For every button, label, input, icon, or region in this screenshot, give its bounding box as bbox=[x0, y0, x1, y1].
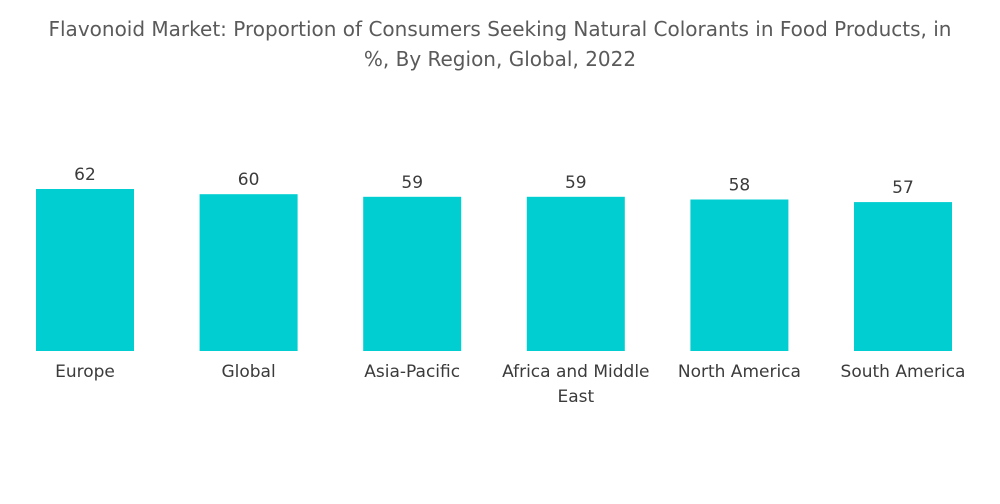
data-label-4: 58 bbox=[729, 176, 751, 196]
data-label-0: 62 bbox=[74, 165, 96, 185]
chart-title: Flavonoid Market: Proportion of Consumer… bbox=[0, 14, 1000, 74]
category-label-3-line-0: Africa and Middle bbox=[502, 362, 649, 382]
bar-4 bbox=[690, 199, 789, 351]
category-label-4: North America bbox=[678, 362, 801, 382]
bar-5 bbox=[854, 202, 952, 351]
category-label-1: Global bbox=[221, 362, 275, 382]
chart-title-line-1: Flavonoid Market: Proportion of Consumer… bbox=[48, 17, 952, 41]
bar-3 bbox=[526, 196, 625, 351]
category-label-0: Europe bbox=[55, 362, 115, 382]
data-label-5: 57 bbox=[892, 178, 914, 198]
data-label-1: 60 bbox=[238, 170, 260, 190]
data-label-2: 59 bbox=[401, 173, 423, 193]
category-label-3-line-1: East bbox=[557, 387, 594, 407]
category-label-5: South America bbox=[841, 362, 966, 382]
data-label-3: 59 bbox=[565, 173, 587, 193]
bar-0 bbox=[36, 189, 134, 351]
bar-2 bbox=[363, 196, 462, 351]
bar-1 bbox=[199, 194, 298, 351]
category-label-2: Asia-Pacific bbox=[364, 362, 460, 382]
chart-title-line-2: %, By Region, Global, 2022 bbox=[363, 47, 637, 71]
